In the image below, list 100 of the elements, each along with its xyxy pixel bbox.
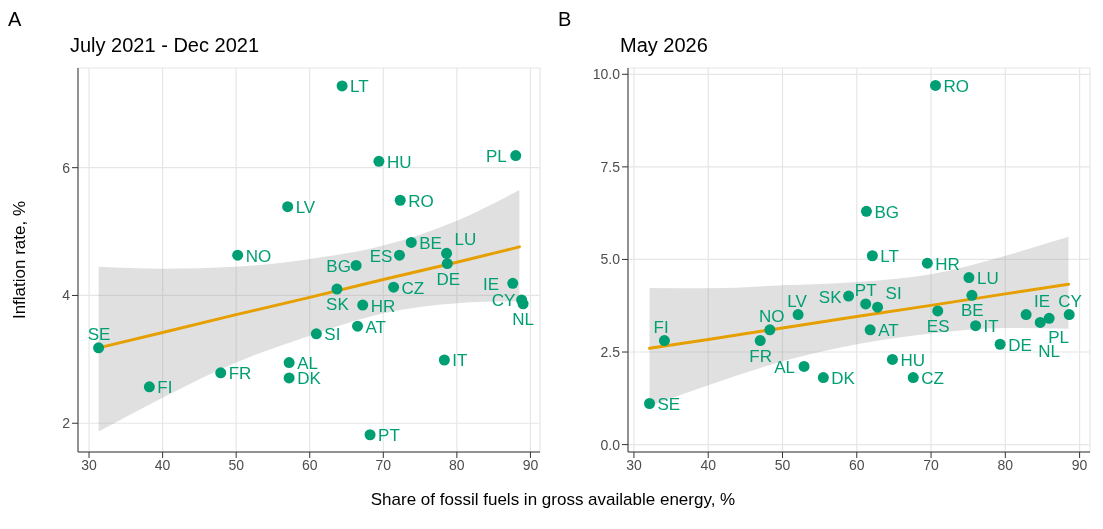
point [331, 283, 343, 295]
point [143, 381, 155, 393]
point [507, 277, 519, 289]
point [1020, 309, 1032, 321]
y-axis-title: Inflation rate, % [10, 200, 30, 320]
data-label: ES [369, 246, 393, 266]
data-label: AT [365, 317, 387, 337]
data-label: HR [935, 254, 960, 274]
data-label: LT [350, 77, 369, 97]
data-label: PT [378, 426, 400, 446]
data-label: FR [228, 364, 252, 384]
y-tick-label: 6 [62, 159, 71, 176]
data-label: SI [324, 325, 341, 345]
point [283, 357, 295, 369]
data-label: SE [87, 324, 111, 344]
data-label: AL [774, 357, 796, 377]
point [970, 320, 982, 332]
y-tick-label: 2.5 [600, 343, 621, 360]
data-label: NL [512, 309, 534, 329]
data-label: CZ [401, 278, 425, 298]
data-label: LV [295, 198, 316, 218]
point [405, 236, 417, 248]
data-label: HR [370, 296, 396, 316]
data-label: CY [1058, 291, 1082, 311]
point [352, 320, 364, 332]
point [754, 335, 766, 347]
point [393, 249, 405, 261]
point [388, 281, 400, 293]
point [921, 257, 933, 269]
point [864, 324, 876, 336]
data-label: IE [1034, 291, 1051, 311]
x-tick-label: 80 [449, 456, 465, 473]
data-label: BE [961, 301, 984, 321]
y-tick-label: 2 [62, 415, 71, 432]
point [932, 305, 944, 317]
point [438, 354, 450, 366]
point [1034, 316, 1046, 328]
x-tick-label: 60 [301, 456, 318, 473]
text: A [8, 8, 22, 31]
point [283, 372, 295, 384]
chart-title: July 2021 - Dec 2021 [70, 34, 260, 57]
point [866, 250, 878, 262]
point [364, 429, 376, 441]
x-tick-label: 30 [626, 456, 642, 473]
data-label: NO [245, 246, 272, 266]
point [310, 328, 322, 340]
data-label: LU [976, 269, 999, 289]
point [644, 397, 656, 409]
data-label: HU [900, 350, 925, 370]
data-label: BE [419, 233, 442, 253]
data-label: FI [157, 378, 173, 398]
data-label: LU [454, 230, 477, 250]
x-tick-label: 70 [923, 456, 940, 473]
data-label: FR [749, 346, 772, 366]
data-label: CZ [921, 369, 944, 389]
x-tick-label: 70 [375, 456, 392, 473]
y-tick-label: 7.5 [600, 158, 621, 175]
data-label: ES [926, 316, 950, 336]
point [357, 299, 369, 311]
point [817, 372, 829, 384]
x-tick-label: 80 [997, 456, 1014, 473]
x-tick-label: 30 [81, 456, 98, 473]
data-label: NO [758, 306, 785, 326]
x-tick-label: 40 [154, 456, 171, 473]
point [966, 289, 978, 301]
data-label: PT [854, 280, 877, 300]
point [792, 309, 804, 321]
data-label: SI [885, 284, 902, 304]
data-label: RO [943, 76, 969, 96]
point [860, 298, 872, 310]
point [843, 290, 855, 302]
data-label: DE [1008, 335, 1032, 355]
y-tick-label: 5.0 [600, 251, 621, 268]
x-axis-title: Share of fossil fuels in gross available energy, % [369, 490, 737, 510]
data-label: IT [983, 317, 999, 337]
point [907, 372, 919, 384]
data-label: LT [880, 247, 899, 267]
point [764, 324, 776, 336]
point [963, 272, 975, 284]
point [373, 155, 385, 167]
data-label: AT [878, 321, 899, 341]
y-tick-label: 10.0 [592, 66, 621, 83]
data-label: BG [326, 256, 351, 276]
chart-title: May 2026 [620, 34, 708, 57]
point [1063, 309, 1075, 321]
data-label: CY [491, 291, 516, 311]
data-label: RO [408, 191, 434, 211]
text: B [558, 8, 572, 31]
data-label: FI [653, 317, 669, 337]
x-tick-label: 50 [228, 456, 245, 473]
point [282, 201, 294, 213]
x-tick-label: 60 [848, 456, 865, 473]
data-label: PL [485, 147, 507, 167]
point [872, 301, 884, 313]
x-tick-label: 90 [1071, 456, 1088, 473]
point [510, 150, 522, 162]
point [93, 342, 105, 354]
data-label: HU [386, 152, 412, 172]
point [350, 259, 362, 271]
point [232, 249, 244, 261]
